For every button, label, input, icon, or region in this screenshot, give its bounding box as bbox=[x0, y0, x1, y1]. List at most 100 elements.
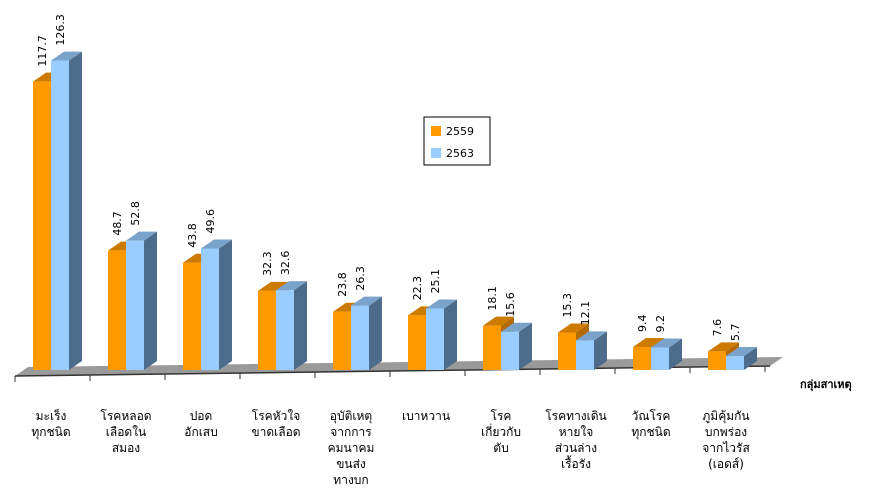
value-label: 5.7 bbox=[729, 324, 742, 342]
value-label: 32.3 bbox=[261, 251, 274, 276]
value-label: 18.1 bbox=[486, 286, 499, 311]
x-tick-label: บกพร่อง bbox=[705, 425, 747, 439]
bar-side bbox=[69, 51, 82, 370]
x-tick-label: จากไวรัส bbox=[702, 441, 750, 455]
x-tick-label: วัณโรค bbox=[632, 409, 671, 423]
x-tick-label: โรคหัวใจ bbox=[252, 409, 300, 423]
bar-top bbox=[558, 323, 589, 333]
legend-label: 2563 bbox=[446, 147, 474, 160]
bar bbox=[333, 311, 351, 370]
bar-side bbox=[594, 331, 607, 370]
bar-top bbox=[276, 281, 307, 291]
x-tick-label: เบาหวาน bbox=[402, 409, 450, 423]
bar bbox=[576, 340, 594, 370]
bar bbox=[201, 248, 219, 370]
bar bbox=[501, 331, 519, 370]
bar-side bbox=[519, 322, 532, 370]
bar-top bbox=[126, 231, 157, 241]
bar-top bbox=[201, 239, 232, 249]
bar bbox=[351, 305, 369, 370]
bar bbox=[108, 250, 126, 370]
bar bbox=[51, 60, 69, 370]
x-tick-label: (เอดส์) bbox=[708, 457, 744, 471]
value-label: 15.6 bbox=[504, 292, 517, 317]
bar-side bbox=[294, 281, 307, 370]
bar-top bbox=[351, 296, 382, 306]
bar bbox=[651, 347, 669, 370]
bar bbox=[408, 315, 426, 370]
bar bbox=[258, 290, 276, 370]
bar-top bbox=[633, 337, 664, 347]
bar bbox=[558, 332, 576, 370]
value-label: 9.4 bbox=[636, 314, 649, 332]
bar-side bbox=[744, 347, 757, 370]
bar bbox=[276, 290, 294, 370]
x-tick-label: จากการ bbox=[330, 425, 372, 439]
bar bbox=[483, 325, 501, 370]
bar-top bbox=[726, 347, 757, 357]
x-tick-label: ปอด bbox=[190, 409, 213, 423]
x-tick-label: เลือดใน bbox=[106, 425, 147, 439]
x-tick-label: โรคหลอด bbox=[100, 409, 151, 423]
value-label: 26.3 bbox=[354, 266, 367, 291]
legend-label: 2559 bbox=[446, 125, 474, 138]
x-tick-label: มะเร็ง bbox=[36, 408, 67, 423]
x-tick-label: ส่วนล่าง bbox=[555, 441, 597, 455]
x-tick-label: อุบัติเหตุ bbox=[330, 409, 372, 424]
x-tick-label: สมอง bbox=[112, 441, 140, 455]
bar-side bbox=[369, 296, 382, 370]
bar bbox=[33, 81, 51, 370]
bar-top bbox=[483, 316, 514, 326]
x-tick-label: ทุกชนิด bbox=[631, 425, 670, 440]
bar-side bbox=[144, 231, 157, 370]
bar-top bbox=[501, 322, 532, 332]
bar-top bbox=[651, 338, 682, 348]
bar-side bbox=[219, 239, 232, 370]
value-label: 117.7 bbox=[36, 35, 49, 67]
bar bbox=[708, 351, 726, 370]
value-label: 22.3 bbox=[411, 276, 424, 301]
bar-side bbox=[444, 299, 457, 370]
bar-top bbox=[426, 299, 457, 309]
bar bbox=[183, 262, 201, 370]
x-tick-label: โรคทางเดิน bbox=[545, 409, 607, 423]
value-label: 15.3 bbox=[561, 293, 574, 318]
x-tick-label: ทางบก bbox=[333, 473, 368, 487]
value-label: 126.3 bbox=[54, 14, 67, 46]
x-tick-label: อักเสบ bbox=[184, 425, 218, 439]
x-axis-label: กลุ่มสาเหตุ bbox=[800, 378, 852, 392]
value-label: 25.1 bbox=[429, 269, 442, 294]
value-label: 32.6 bbox=[279, 251, 292, 276]
bar-top bbox=[51, 51, 82, 61]
x-tick-label: เรื้อรัง bbox=[561, 455, 591, 471]
value-label: 9.2 bbox=[654, 315, 667, 333]
x-tick-label: ทุกชนิด bbox=[31, 425, 70, 440]
x-tick-label: เกี่ยวกับ bbox=[481, 423, 521, 439]
bar bbox=[633, 346, 651, 370]
value-label: 23.8 bbox=[336, 272, 349, 297]
bar bbox=[726, 356, 744, 370]
x-tick-label: ภูมิคุ้มกัน bbox=[702, 409, 749, 424]
x-tick-label: ขาดเลือด bbox=[251, 425, 300, 439]
value-label: 7.6 bbox=[711, 319, 724, 337]
x-tick-label: คมนาคม bbox=[328, 441, 375, 455]
x-tick-label: โรค bbox=[491, 409, 512, 423]
x-tick-label: ขนส่ง bbox=[336, 457, 366, 471]
bar-side bbox=[669, 338, 682, 370]
bar-top bbox=[576, 331, 607, 341]
legend-swatch bbox=[431, 126, 441, 136]
value-label: 49.6 bbox=[204, 209, 217, 234]
bar bbox=[126, 240, 144, 370]
value-label: 43.8 bbox=[186, 223, 199, 248]
value-label: 52.8 bbox=[129, 201, 142, 226]
bar bbox=[426, 308, 444, 370]
bar-top bbox=[708, 342, 739, 352]
value-label: 48.7 bbox=[111, 211, 124, 236]
legend-swatch bbox=[431, 148, 441, 158]
x-tick-label: หายใจ bbox=[559, 425, 594, 439]
x-tick-label: ตับ bbox=[493, 441, 508, 455]
bar-top bbox=[258, 281, 289, 291]
value-label: 12.1 bbox=[579, 301, 592, 326]
